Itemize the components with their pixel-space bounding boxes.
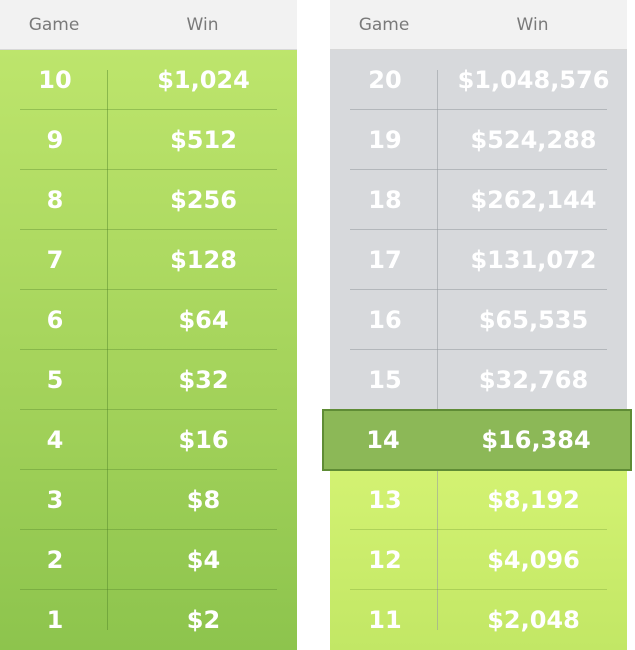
table-body: 20 $1,048,576 19 $524,288 18 $262,144 17 $131,0… xyxy=(322,50,632,650)
game-number: 19 xyxy=(368,126,402,154)
game-number: 15 xyxy=(368,366,402,394)
game-number: 11 xyxy=(368,606,402,634)
table-row: 17 $131,072 xyxy=(330,230,627,290)
game-number: 8 xyxy=(46,186,64,214)
game-number: 1 xyxy=(46,606,64,634)
table-row: 11 $2,048 xyxy=(330,590,627,650)
win-amount: $32 xyxy=(178,366,229,394)
row-divider xyxy=(350,169,607,170)
game-number: 4 xyxy=(46,426,64,454)
table-row: 15 $32,768 xyxy=(330,350,627,410)
game-number: 10 xyxy=(38,66,72,94)
reached-area xyxy=(330,470,627,650)
win-amount: $256 xyxy=(170,186,237,214)
win-amount: $2 xyxy=(186,606,221,634)
win-amount: $16,384 xyxy=(481,426,591,454)
table-header: Game Win xyxy=(0,0,297,50)
row-divider xyxy=(350,349,607,350)
row-divider xyxy=(350,529,607,530)
row-divider xyxy=(20,169,277,170)
table-row: 13 $8,192 xyxy=(330,470,627,530)
game-number: 14 xyxy=(366,426,400,454)
win-amount: $65,535 xyxy=(478,306,589,334)
game-number: 6 xyxy=(46,306,64,334)
row-divider xyxy=(350,229,607,230)
row-divider xyxy=(20,349,277,350)
game-number: 17 xyxy=(368,246,402,274)
row-divider xyxy=(350,289,607,290)
win-amount: $4,096 xyxy=(487,546,580,574)
table-row: 5 $32 xyxy=(0,350,297,410)
table-row: 19 $524,288 xyxy=(330,110,627,170)
left-win-table: Game Win 10 $1,024 9 $512 8 $256 7 $128 6 $64 5 $32… xyxy=(0,0,297,650)
table-row: 1 $2 xyxy=(0,590,297,650)
row-divider xyxy=(20,589,277,590)
win-amount: $64 xyxy=(178,306,229,334)
table-row: 9 $512 xyxy=(0,110,297,170)
win-amount: $8,192 xyxy=(487,486,580,514)
game-column-header: Game xyxy=(358,14,410,35)
row-divider xyxy=(20,409,277,410)
row-divider xyxy=(20,109,277,110)
game-number: 18 xyxy=(368,186,402,214)
win-amount: $512 xyxy=(170,126,237,154)
win-column-header: Win xyxy=(516,14,549,35)
win-amount: $4 xyxy=(186,546,221,574)
game-number: 5 xyxy=(46,366,64,394)
table-row: 10 $1,024 xyxy=(0,50,297,110)
game-number: 12 xyxy=(368,546,402,574)
win-amount: $8 xyxy=(186,486,221,514)
win-amount: $131,072 xyxy=(470,246,597,274)
game-number: 13 xyxy=(368,486,402,514)
table-body: 10 $1,024 9 $512 8 $256 7 $128 6 $64 5 $32 4 $16 3 $8 2 $… xyxy=(0,50,297,650)
table-row: 20 $1,048,576 xyxy=(330,50,627,110)
table-row: 7 $128 xyxy=(0,230,297,290)
row-divider xyxy=(20,229,277,230)
game-number: 20 xyxy=(368,66,402,94)
table-row: 16 $65,535 xyxy=(330,290,627,350)
game-number: 16 xyxy=(368,306,402,334)
win-amount: $16 xyxy=(178,426,229,454)
game-number: 7 xyxy=(46,246,64,274)
win-amount: $524,288 xyxy=(470,126,597,154)
table-row: 18 $262,144 xyxy=(330,170,627,230)
game-number: 3 xyxy=(46,486,64,514)
column-divider xyxy=(107,70,108,630)
table-row: 8 $256 xyxy=(0,170,297,230)
table-row: 3 $8 xyxy=(0,470,297,530)
game-number: 9 xyxy=(46,126,64,154)
table-row: 2 $4 xyxy=(0,530,297,590)
win-amount: $1,024 xyxy=(157,66,250,94)
column-divider xyxy=(437,70,438,630)
win-amount: $128 xyxy=(170,246,237,274)
table-row: 6 $64 xyxy=(0,290,297,350)
row-divider xyxy=(20,289,277,290)
win-amount: $2,048 xyxy=(487,606,580,634)
win-column-header: Win xyxy=(186,14,219,35)
win-amount: $1,048,576 xyxy=(457,66,610,94)
row-divider xyxy=(350,109,607,110)
win-amount: $262,144 xyxy=(470,186,597,214)
table-row: 12 $4,096 xyxy=(330,530,627,590)
row-divider xyxy=(20,529,277,530)
row-divider xyxy=(20,469,277,470)
right-win-table: Game Win 20 $1,048,576 19 $524,288 18 $262,14… xyxy=(322,0,632,650)
game-column-header: Game xyxy=(28,14,80,35)
win-amount: $32,768 xyxy=(478,366,589,394)
table-header: Game Win xyxy=(330,0,627,50)
row-divider xyxy=(350,589,607,590)
table-row: 4 $16 xyxy=(0,410,297,470)
game-number: 2 xyxy=(46,546,64,574)
current-game-row: 14 $16,384 xyxy=(322,409,632,471)
